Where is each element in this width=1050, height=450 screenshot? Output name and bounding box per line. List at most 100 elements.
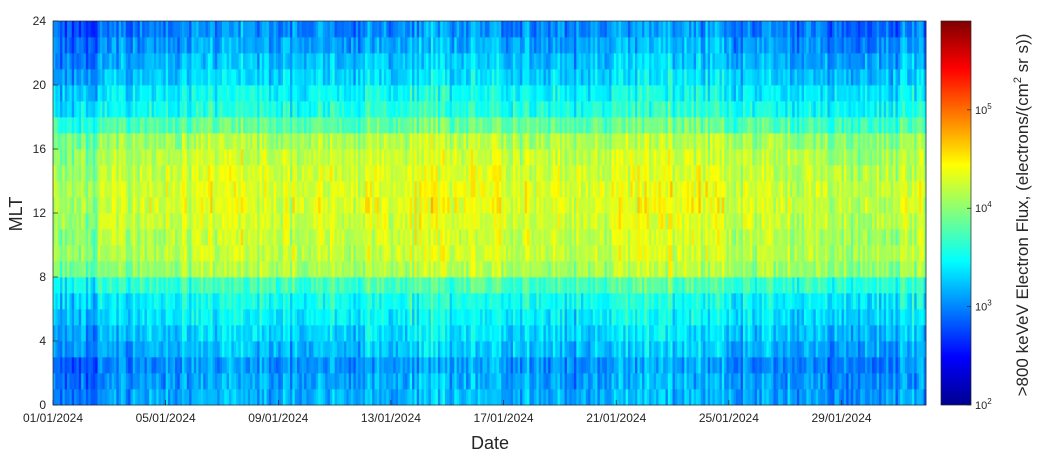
heatmap-cell bbox=[536, 197, 540, 214]
heatmap-cell bbox=[447, 245, 450, 262]
heatmap-cell bbox=[442, 261, 446, 278]
heatmap-cell bbox=[57, 21, 61, 38]
heatmap-cell bbox=[358, 149, 361, 166]
heatmap-cell bbox=[170, 261, 174, 278]
heatmap-cell bbox=[473, 293, 476, 310]
heatmap-cell bbox=[64, 53, 68, 70]
heatmap-cell bbox=[372, 53, 375, 70]
heatmap-cell bbox=[76, 213, 80, 230]
heatmap-cell bbox=[205, 277, 209, 294]
heatmap-cell bbox=[62, 341, 66, 358]
heatmap-cell bbox=[236, 325, 239, 342]
heatmap-cell bbox=[238, 133, 242, 150]
heatmap-cell bbox=[311, 373, 314, 390]
heatmap-cell bbox=[99, 277, 103, 294]
heatmap-cell bbox=[245, 245, 249, 262]
heatmap-cell bbox=[69, 85, 73, 102]
heatmap-cell bbox=[217, 21, 220, 38]
heatmap-cell bbox=[294, 133, 298, 150]
heatmap-cell bbox=[53, 149, 56, 166]
heatmap-cell bbox=[146, 21, 150, 38]
heatmap-cell bbox=[85, 85, 89, 102]
heatmap-cell bbox=[78, 21, 82, 38]
heatmap-cell bbox=[132, 245, 136, 262]
heatmap-cell bbox=[489, 85, 493, 102]
heatmap-cell bbox=[221, 293, 225, 310]
heatmap-cell bbox=[67, 213, 70, 230]
heatmap-cell bbox=[236, 341, 239, 358]
heatmap-cell bbox=[419, 261, 422, 278]
heatmap-cell bbox=[341, 277, 345, 294]
heatmap-cell bbox=[158, 261, 162, 278]
heatmap-cell bbox=[252, 149, 256, 166]
heatmap-cell bbox=[167, 53, 171, 70]
heatmap-cell bbox=[221, 101, 225, 118]
heatmap-cell bbox=[393, 133, 396, 150]
heatmap-cell bbox=[423, 213, 427, 230]
heatmap-cell bbox=[534, 229, 537, 246]
heatmap-cell bbox=[397, 117, 401, 134]
heatmap-cell bbox=[254, 261, 258, 278]
heatmap-cell bbox=[95, 197, 98, 214]
heatmap-cell bbox=[74, 261, 77, 278]
heatmap-cell bbox=[414, 277, 418, 294]
heatmap-cell bbox=[102, 165, 105, 182]
heatmap-cell bbox=[473, 277, 476, 294]
heatmap-cell bbox=[217, 373, 220, 390]
heatmap-cell bbox=[489, 181, 493, 198]
heatmap-cell bbox=[381, 149, 385, 166]
heatmap-cell bbox=[149, 373, 152, 390]
heatmap-cell bbox=[522, 261, 526, 278]
heatmap-cell bbox=[294, 309, 298, 326]
heatmap-cell bbox=[231, 341, 235, 358]
heatmap-cell bbox=[339, 325, 343, 342]
heatmap-cell bbox=[247, 373, 251, 390]
heatmap-cell bbox=[116, 357, 120, 374]
heatmap-cell bbox=[416, 277, 420, 294]
heatmap-cell bbox=[128, 213, 131, 230]
heatmap-cell bbox=[344, 37, 347, 54]
heatmap-cell bbox=[189, 245, 192, 262]
heatmap-cell bbox=[118, 69, 122, 86]
heatmap-cell bbox=[196, 37, 199, 54]
heatmap-cell bbox=[191, 229, 195, 246]
heatmap-cell bbox=[501, 261, 504, 278]
heatmap-cell bbox=[494, 261, 497, 278]
heatmap-cell bbox=[99, 341, 103, 358]
heatmap-cell bbox=[203, 117, 206, 134]
heatmap-cell bbox=[386, 101, 389, 118]
heatmap-cell bbox=[57, 149, 61, 166]
heatmap-cell bbox=[210, 181, 213, 198]
heatmap-cell bbox=[55, 357, 59, 374]
heatmap-cell bbox=[139, 181, 143, 198]
heatmap-cell bbox=[393, 197, 396, 214]
heatmap-cell bbox=[515, 261, 519, 278]
heatmap-cell bbox=[121, 245, 124, 262]
heatmap-cell bbox=[294, 37, 298, 54]
heatmap-cell bbox=[369, 261, 373, 278]
heatmap-cell bbox=[90, 389, 94, 406]
heatmap-cell bbox=[116, 197, 120, 214]
heatmap-cell bbox=[327, 197, 331, 214]
heatmap-cell bbox=[109, 117, 113, 134]
heatmap-cell bbox=[397, 229, 401, 246]
heatmap-cell bbox=[146, 373, 150, 390]
heatmap-cell bbox=[236, 117, 239, 134]
heatmap-cell bbox=[175, 293, 178, 310]
heatmap-cell bbox=[527, 389, 530, 406]
heatmap-cell bbox=[104, 389, 108, 406]
heatmap-cell bbox=[505, 277, 509, 294]
heatmap-cell bbox=[390, 21, 394, 38]
heatmap-cell bbox=[214, 373, 218, 390]
heatmap-cell bbox=[515, 277, 519, 294]
heatmap-cell bbox=[160, 357, 164, 374]
heatmap-cell bbox=[362, 197, 366, 214]
heatmap-cell bbox=[214, 53, 218, 70]
heatmap-cell bbox=[184, 309, 188, 326]
heatmap-cell bbox=[334, 229, 338, 246]
heatmap-cell bbox=[491, 165, 495, 182]
heatmap-cell bbox=[271, 293, 274, 310]
heatmap-cell bbox=[332, 293, 335, 310]
heatmap-cell bbox=[313, 53, 317, 70]
heatmap-cell bbox=[306, 277, 310, 294]
